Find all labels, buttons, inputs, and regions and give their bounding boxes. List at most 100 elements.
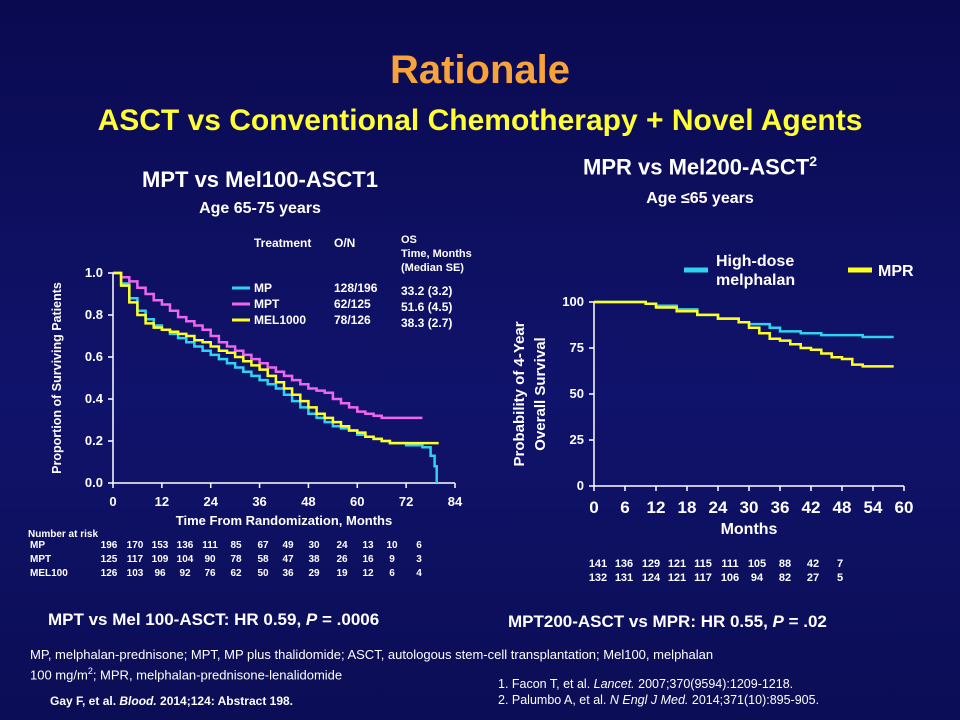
risk-cell: 13 (362, 540, 374, 551)
legend-os-mpt: 51.6 (4.5) (401, 300, 452, 314)
y-tick-label: 1.0 (85, 265, 103, 280)
risk-row-label: MP (30, 540, 45, 551)
legend-header-os-1: OS (401, 234, 417, 246)
abbreviations-footnote: MP, melphalan-prednisone; MPT, MP plus t… (30, 647, 714, 683)
left-number-at-risk-table: MP 196 170 153 136 111 85 67 49 30 24 13 10 6 MPT 125 11… (0, 540, 480, 585)
x-tick-label: 18 (678, 498, 697, 517)
legend-name-mpt: MPT (254, 297, 280, 311)
risk-cell: 136 (614, 558, 634, 570)
risk-cell: 170 (126, 540, 144, 551)
risk-cell: 103 (126, 568, 144, 579)
y-tick-label: 100 (562, 294, 584, 309)
slide-title: Rationale (389, 48, 571, 92)
risk-cell: 132 (588, 572, 608, 584)
legend-name-mpr: MPR (878, 263, 914, 280)
risk-cell: 19 (336, 568, 348, 579)
risk-cell: 125 (100, 554, 118, 565)
risk-cell: 24 (336, 540, 348, 551)
risk-cell: 88 (778, 558, 792, 570)
right-number-at-risk-table: 141 136 129 121 115 111 105 88 42 7 132 131 124 121 11… (480, 558, 960, 588)
legend-header-os-3: (Median SE) (401, 262, 464, 274)
risk-cell: 104 (176, 554, 194, 565)
risk-cell: 109 (151, 554, 169, 565)
legend-os-mel1000: 38.3 (2.7) (401, 316, 452, 330)
risk-cell: 121 (667, 558, 687, 570)
legend-header-os-2: Time, Months (401, 248, 472, 260)
risk-cell: 30 (308, 540, 320, 551)
x-tick-label: 48 (833, 498, 852, 517)
right-hazard-ratio: MPT200-ASCT vs MPR: HR 0.55, P = .02 (508, 612, 827, 631)
risk-cell: 92 (179, 568, 191, 579)
legend-on-mp: 128/196 (334, 281, 378, 295)
risk-cell: 16 (362, 554, 374, 565)
y-axis-title: Proportion of Surviving Patients (50, 282, 64, 474)
x-tick-label: 24 (709, 498, 728, 517)
risk-cell: 5 (836, 572, 844, 584)
y-tick-label: 25 (570, 432, 584, 447)
risk-cell: 9 (389, 554, 395, 565)
right-chart-subtitle: Age ≤65 years (646, 190, 754, 207)
risk-cell: 27 (806, 572, 820, 584)
risk-row-label: MEL100 (30, 568, 68, 579)
risk-cell: 90 (204, 554, 216, 565)
right-km-chart: 0 6 12 18 24 30 36 42 48 54 60 0 25 50 75 100 Months Prob… (511, 253, 914, 538)
risk-cell: 196 (100, 540, 118, 551)
risk-cell: 50 (257, 568, 269, 579)
reference-1: 1. Facon T, et al. Lancet. 2007;370(9594… (498, 677, 794, 691)
y-tick-label: 50 (570, 386, 584, 401)
legend-on-mpt: 62/125 (334, 297, 371, 311)
risk-cell: 76 (204, 568, 216, 579)
x-tick-label: 54 (864, 498, 883, 517)
risk-cell: 141 (588, 558, 608, 570)
y-axis-title: Overall Survival (532, 337, 549, 450)
slide-subtitle: ASCT vs Conventional Chemotherapy + Nove… (97, 104, 863, 137)
series-line-high-dose-melphalan (594, 300, 894, 339)
risk-cell: 136 (176, 540, 194, 551)
risk-cell: 3 (416, 554, 422, 565)
x-axis-title: Time From Randomization, Months (176, 513, 392, 528)
x-tick-label: 42 (802, 498, 821, 517)
x-tick-label: 36 (771, 498, 790, 517)
risk-cell: 12 (362, 568, 374, 579)
left-chart-subtitle: Age 65-75 years (199, 200, 321, 217)
risk-cell: 6 (389, 568, 395, 579)
risk-cell: 36 (282, 568, 294, 579)
risk-cell: 4 (416, 568, 422, 579)
y-tick-label: 0.8 (85, 307, 103, 322)
x-tick-label: 60 (895, 498, 914, 517)
x-tick-label: 48 (301, 494, 315, 509)
risk-cell: 153 (151, 540, 169, 551)
x-tick-label: 12 (647, 498, 666, 517)
legend-name-high-dose-2: melphalan (716, 272, 795, 289)
x-tick-label: 72 (399, 494, 413, 509)
x-tick-label: 12 (155, 494, 169, 509)
risk-cell: 117 (126, 554, 144, 565)
series-line-mel1000 (113, 271, 439, 445)
x-tick-label: 0 (109, 494, 116, 509)
references: 1. Facon T, et al. Lancet. 2007;370(9594… (498, 676, 819, 708)
x-axis-title: Months (721, 521, 778, 538)
x-tick-label: 30 (740, 498, 759, 517)
risk-cell: 78 (230, 554, 242, 565)
left-hazard-ratio: MPT vs Mel 100-ASCT: HR 0.59, P = .0006 (48, 610, 380, 629)
reference-2: 2. Palumbo A, et al. N Engl J Med. 2014;… (498, 693, 820, 707)
legend-name-high-dose-1: High-dose (716, 253, 794, 270)
x-tick-label: 84 (448, 494, 463, 509)
right-chart-title: MPR vs Mel200-ASCT2 (583, 153, 817, 180)
y-tick-label: 0.2 (85, 433, 103, 448)
risk-cell: 42 (806, 558, 820, 570)
risk-cell: 111 (202, 540, 218, 551)
legend-os-mp: 33.2 (3.2) (401, 284, 452, 298)
risk-cell: 131 (614, 572, 634, 584)
risk-cell: 10 (386, 540, 398, 551)
risk-cell: 115 (694, 558, 712, 570)
risk-cell: 62 (230, 568, 242, 579)
left-chart-title: MPT vs Mel100-ASCT1 (142, 167, 378, 192)
risk-cell: 6 (416, 540, 422, 551)
risk-cell: 124 (641, 572, 661, 584)
risk-cell: 58 (257, 554, 269, 565)
risk-cell: 7 (836, 558, 844, 570)
legend-header-treatment: Treatment (254, 236, 311, 250)
y-tick-label: 0.0 (85, 475, 103, 490)
left-km-chart: 0 12 24 36 48 60 72 84 0.0 0.2 0.4 0.6 0.8 1.0 Time Fr… (50, 234, 472, 528)
